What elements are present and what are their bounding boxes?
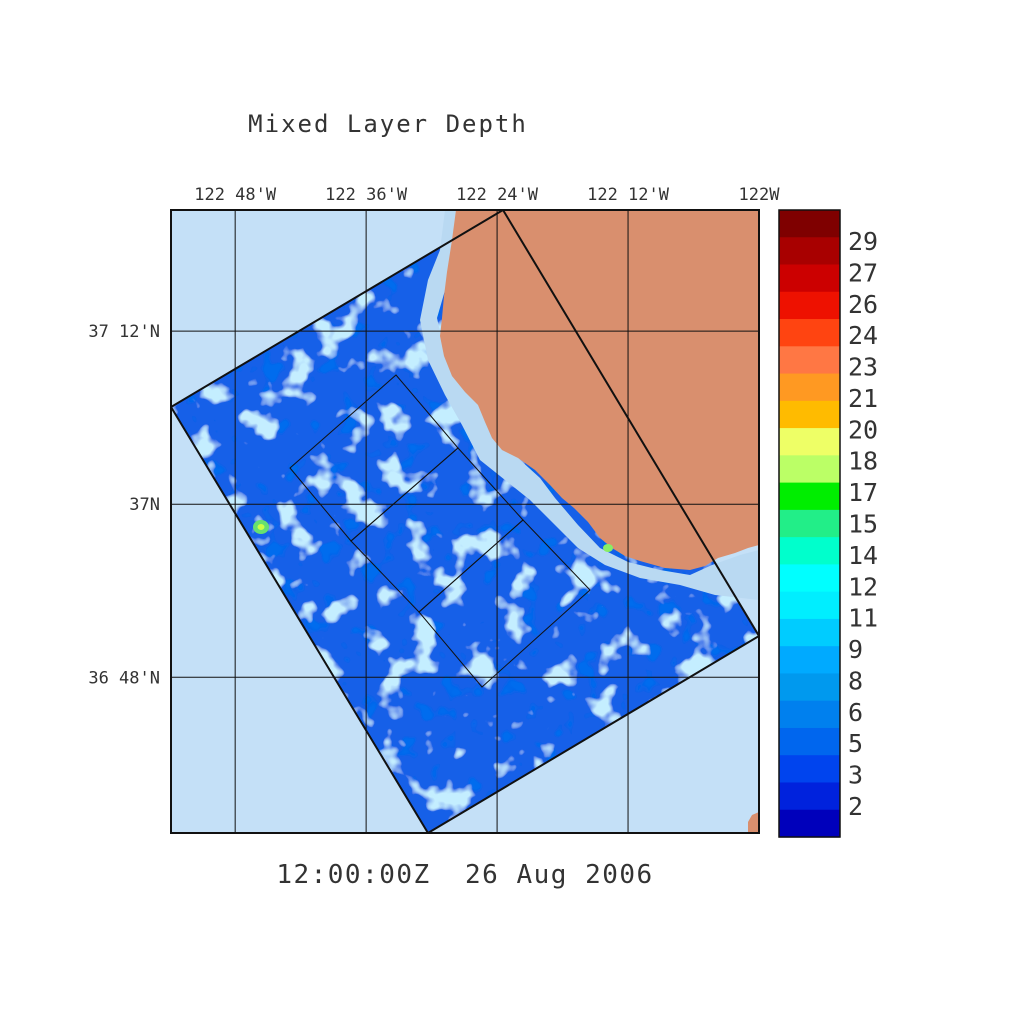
lat-tick-labels: 37 12'N 37N 36 48'N: [88, 322, 160, 688]
colorbar-label: 9: [848, 635, 863, 664]
hotspot-marker: [603, 544, 613, 552]
colorbar-label: 12: [848, 572, 878, 601]
colorbar-swatch: [779, 646, 840, 675]
lon-tick-label: 122 12'W: [587, 185, 670, 205]
lon-tick-label: 122 48'W: [194, 185, 277, 205]
colorbar-label: 27: [848, 258, 878, 287]
colorbar-swatch: [779, 400, 840, 429]
colorbar-label: 18: [848, 447, 878, 476]
colorbar-swatches: [779, 210, 840, 838]
lon-tick-label: 122 36'W: [325, 185, 408, 205]
colorbar-label: 14: [848, 541, 878, 570]
colorbar-swatch: [779, 237, 840, 266]
lat-tick-label: 37 12'N: [88, 322, 160, 342]
colorbar-label: 23: [848, 353, 878, 382]
map-area: [171, 210, 759, 833]
colorbar-swatch: [779, 809, 840, 838]
colorbar-swatch: [779, 618, 840, 647]
colorbar-swatch: [779, 591, 840, 620]
colorbar-swatch: [779, 673, 840, 702]
colorbar-swatch: [779, 537, 840, 565]
colorbar-swatch: [779, 455, 840, 484]
colorbar-label: 29: [848, 227, 878, 256]
lat-tick-label: 37N: [129, 495, 160, 515]
colorbar-swatch: [779, 782, 840, 811]
colorbar-swatch: [779, 291, 840, 320]
colorbar-swatch: [779, 373, 840, 402]
colorbar-label: 26: [848, 290, 878, 319]
colorbar-frame: [778, 209, 841, 838]
timestamp-label: 12:00:00Z 26 Aug 2006: [276, 860, 653, 890]
grid-lines: [171, 210, 759, 833]
colorbar-label: 20: [848, 415, 878, 444]
map-frame: [170, 209, 760, 834]
colorbar-swatch: [779, 727, 840, 756]
colorbar-label: 5: [848, 729, 863, 758]
colorbar-label: 3: [848, 761, 863, 790]
lon-tick-label: 122 24'W: [456, 185, 539, 205]
colorbar-swatch: [779, 346, 840, 375]
colorbar-swatch: [779, 564, 840, 593]
domain-outline: [171, 210, 759, 833]
lon-tick-label: 122W: [739, 185, 781, 205]
colorbar-label: 11: [848, 604, 878, 633]
colorbar-label: 15: [848, 510, 878, 539]
colorbar-label: 2: [848, 792, 863, 821]
hotspots: [253, 520, 613, 552]
colorbar-swatch: [779, 264, 840, 293]
colorbar-swatch: [779, 509, 840, 538]
map-title: Mixed Layer Depth: [248, 110, 528, 138]
colorbar-label: 21: [848, 384, 878, 413]
colorbar-swatch: [779, 700, 840, 729]
lat-tick-label: 36 48'N: [88, 668, 160, 688]
colorbar-label: 24: [848, 321, 878, 350]
colorbar-label: 6: [848, 698, 863, 727]
coastline-land: [440, 210, 759, 570]
colorbar-swatch: [779, 755, 840, 784]
colorbar-swatch: [779, 210, 840, 238]
small-land-patch: [748, 812, 759, 833]
colorbar-label: 8: [848, 666, 863, 695]
colorbar-swatch: [779, 482, 840, 511]
analysis-box-c: [418, 519, 591, 688]
inner-boxes: [289, 374, 591, 688]
colorbar-swatch: [779, 428, 840, 456]
hotspot-marker: [257, 524, 265, 530]
lon-tick-labels: 122 48'W 122 36'W 122 24'W 122 12'W 122W: [194, 185, 780, 205]
colorbar-swatch: [779, 319, 840, 347]
colorbar-label: 17: [848, 478, 878, 507]
